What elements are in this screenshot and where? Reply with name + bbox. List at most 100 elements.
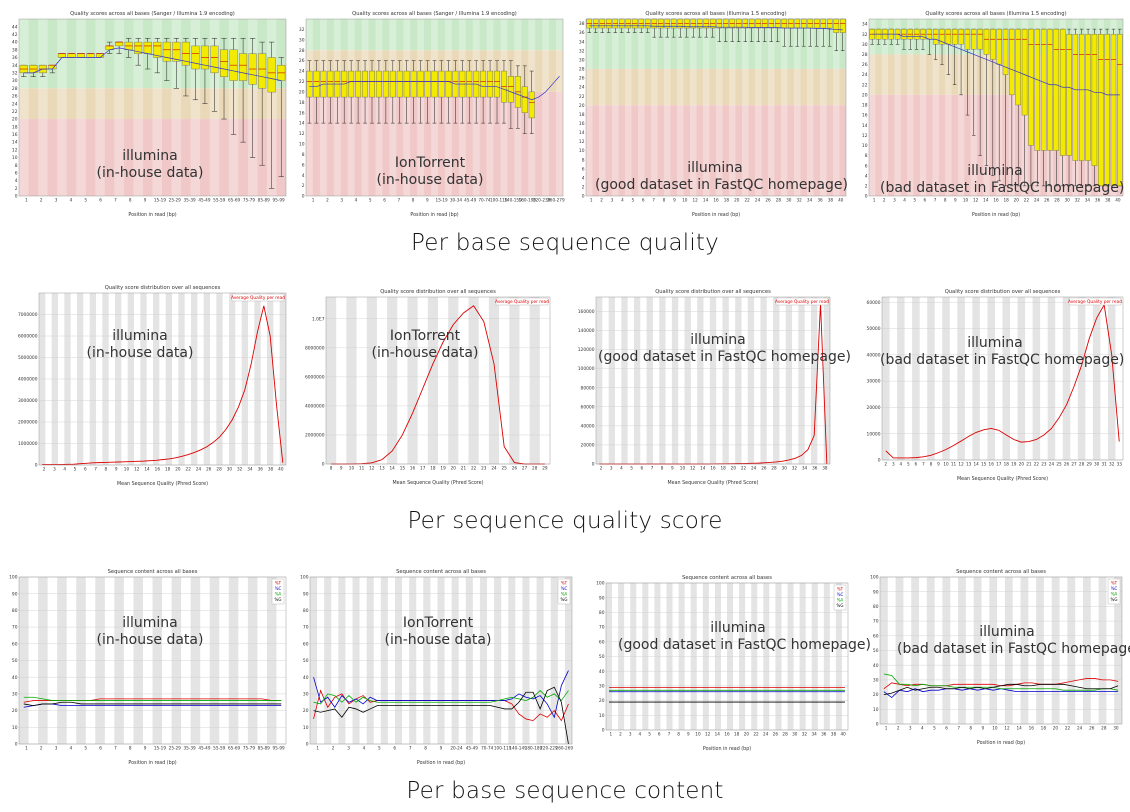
box (1002, 28, 1009, 75)
chart-title: Quality score distribution over all sequ… (380, 289, 496, 295)
legend-entry: %A (561, 592, 568, 597)
x-tick-label: 1 (316, 746, 319, 751)
x-tick-label: 6 (642, 198, 645, 203)
x-tick-label: 10 (680, 466, 686, 471)
x-tick-label: 12 (958, 462, 964, 467)
x-tick-label: 20 (744, 732, 750, 737)
y-tick-label: 12 (299, 131, 305, 137)
x-tick-label: 6 (383, 198, 386, 203)
chart-panel-psqs4: Quality score distribution over all sequ… (852, 286, 1127, 482)
x-tick-label: 3 (340, 198, 343, 203)
x-tick-label: 10 (963, 198, 969, 203)
x-tick-label: 36 (812, 466, 818, 471)
x-tick-label: 26 (512, 466, 518, 471)
y-tick-label: 8000000 (305, 345, 325, 351)
x-tick-label: 95-99 (272, 746, 285, 751)
legend-entry: %A (1111, 592, 1118, 597)
y-tick-label: 4 (302, 173, 305, 179)
y-tick-label: 30 (862, 42, 868, 48)
x-tick-label: 16 (989, 462, 995, 467)
stripe (755, 19, 762, 196)
box (382, 70, 389, 98)
x-axis-label: Position in read (bp) (703, 746, 751, 752)
y-tick-label: 6 (15, 171, 18, 177)
x-tick-label: 24 (196, 467, 202, 472)
y-tick-label: 20 (862, 92, 868, 98)
stripe (612, 19, 619, 196)
x-tick-label: 10 (992, 726, 998, 731)
x-tick-label: 36 (817, 198, 823, 203)
chart-svg-pbsc3: Sequence content across all bases Positio… (596, 575, 849, 752)
y-tick-label: 30 (873, 678, 879, 684)
x-tick-label: 32 (802, 732, 808, 737)
stripe (596, 297, 603, 464)
x-axis-label: Position in read (bp) (972, 212, 1020, 218)
y-tick-label: 14 (12, 140, 18, 146)
box (983, 28, 990, 55)
x-tick-label: 16 (710, 466, 716, 471)
chart-title: Sequence content across all bases (108, 569, 198, 575)
x-tick-label: 11 (951, 462, 957, 467)
y-tick-label: 40 (12, 40, 18, 46)
box (396, 70, 403, 98)
y-tick-label: 24 (862, 72, 868, 78)
stripe (972, 297, 980, 460)
y-tick-label: 2 (15, 186, 18, 192)
plot-frame (38, 292, 287, 466)
legend-entry: %G (561, 597, 568, 602)
x-axis-label: Mean Sequence Quality (Phred Score) (117, 481, 208, 487)
stripe (488, 297, 500, 464)
stripe (722, 297, 729, 464)
stripe (152, 19, 163, 196)
stripe (882, 297, 890, 460)
plot-frame (585, 18, 847, 197)
chart-title: Quality score distribution over all sequ… (105, 285, 221, 291)
x-tick-label: 70-74 (478, 198, 491, 203)
box (1053, 28, 1060, 151)
y-tick-label: 6000000 (305, 374, 325, 380)
y-tick-label: 20000 (867, 405, 881, 411)
box (1040, 28, 1047, 151)
x-tick-label: 7 (94, 467, 97, 472)
box (507, 76, 514, 103)
x-tick-label: 28 (1101, 726, 1107, 731)
x-tick-label: 9 (144, 746, 147, 751)
legend-entry: %A (275, 592, 282, 597)
y-tick-label: 70 (599, 625, 605, 631)
x-tick-label: 220-239 (533, 198, 551, 203)
x-tick-label: 8 (677, 732, 680, 737)
legend-box (557, 578, 571, 605)
mean-line (872, 33, 1120, 96)
legend-entry: Average Quality per read (231, 295, 285, 301)
stripe (987, 297, 995, 460)
x-tick-label: 12 (369, 466, 375, 471)
x-tick-label: 9 (954, 198, 957, 203)
stripe (677, 19, 684, 196)
stripe (586, 19, 593, 196)
box (445, 70, 452, 98)
x-tick-label: 30 (1064, 198, 1070, 203)
y-tick-label: 80 (303, 608, 309, 614)
chart-title: Quality scores across all bases (Illumin… (645, 11, 786, 17)
chart-panel-psqs1: Quality score distribution over all sequ… (5, 282, 290, 487)
y-tick-label: 14 (299, 121, 305, 127)
x-tick-label: 2 (40, 198, 43, 203)
y-tick-label: 2000000 (305, 433, 325, 439)
stripe (820, 19, 827, 196)
x-tick-label: 70-74 (481, 746, 494, 751)
x-tick-label: 21 (1026, 462, 1032, 467)
box (494, 70, 500, 98)
x-tick-label: 38 (268, 467, 274, 472)
stripe (881, 19, 889, 196)
y-tick-label: 0 (322, 462, 325, 468)
x-tick-label: 9 (982, 726, 985, 731)
y-tick-label: 26 (12, 94, 18, 100)
y-tick-label: 24 (12, 101, 18, 107)
stripe (1002, 297, 1011, 460)
x-tick-label: 12 (134, 467, 140, 472)
x-tick-label: 40 (838, 198, 844, 203)
x-tick-label: 28 (532, 466, 538, 471)
y-tick-label: 34 (862, 22, 868, 28)
quality-line (42, 305, 284, 466)
x-tick-label: 140-149 (509, 746, 527, 751)
